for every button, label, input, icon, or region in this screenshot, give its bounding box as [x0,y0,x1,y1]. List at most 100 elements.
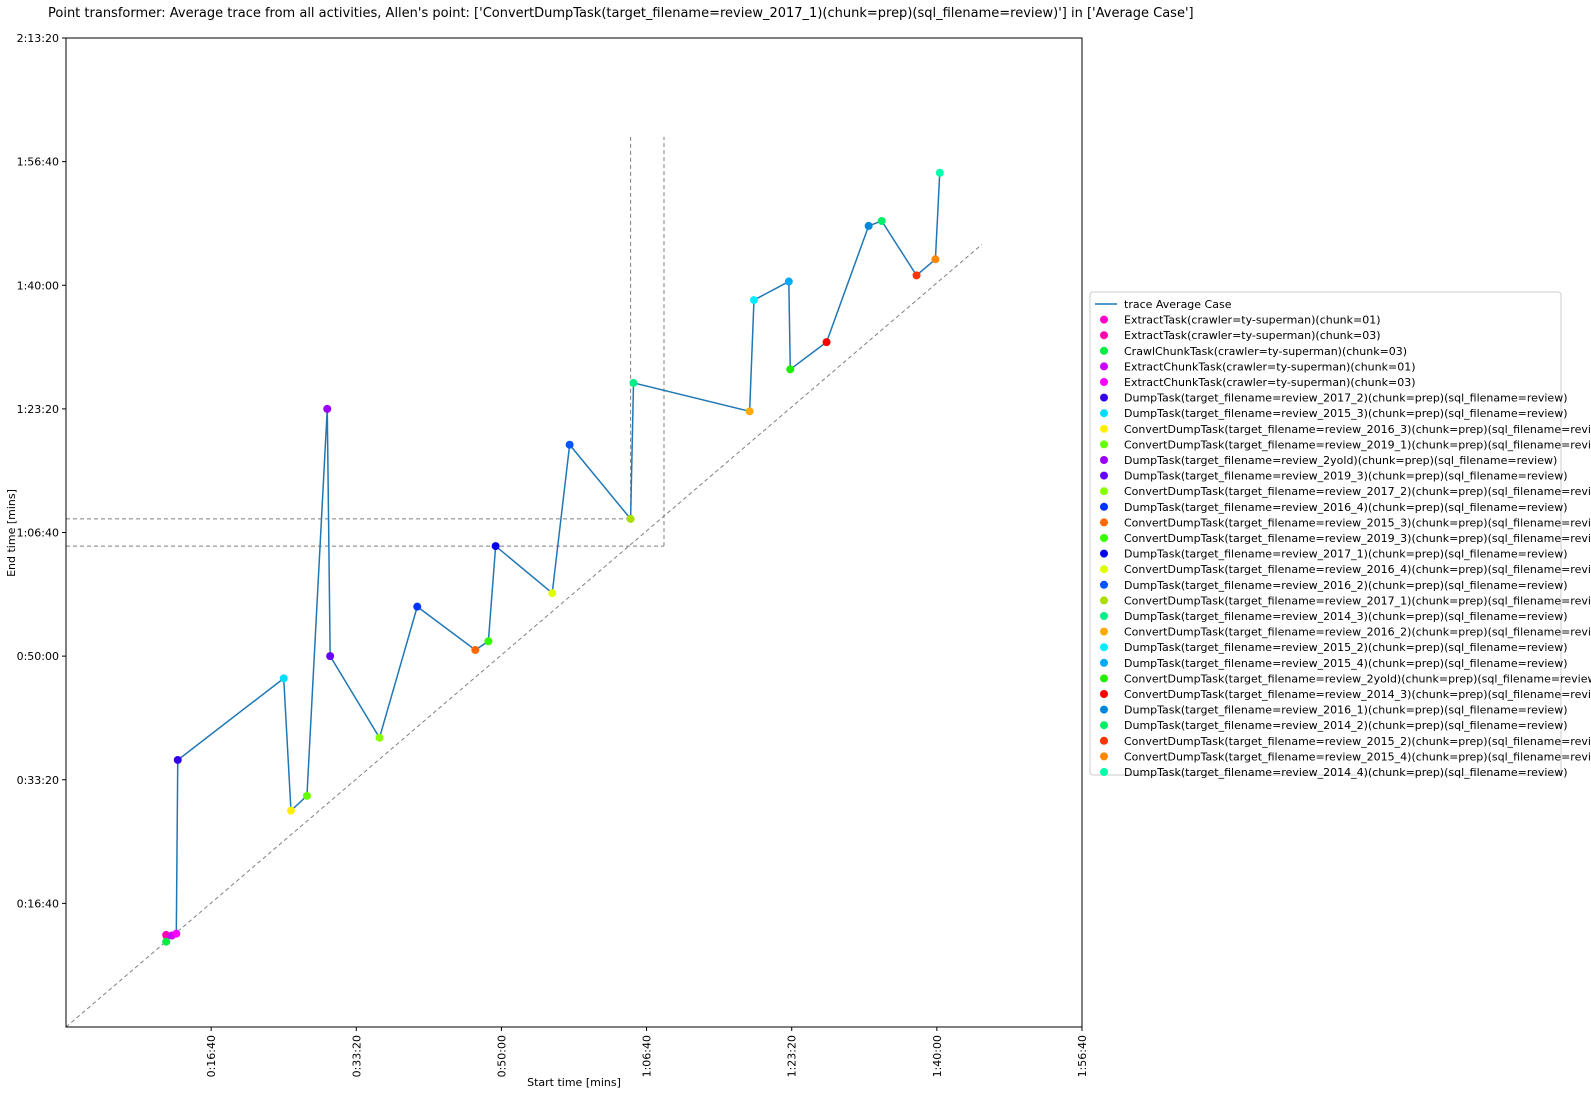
y-tick-label: 1:40:00 [17,279,59,292]
legend-label: ConvertDumpTask(target_filename=review_2… [1124,750,1591,763]
legend-label: CrawlChunkTask(crawler=ty-superman)(chun… [1124,345,1407,358]
y-tick-label: 2:13:20 [17,32,59,45]
data-point [471,645,480,654]
legend-swatch [1100,518,1108,527]
legend-label: DumpTask(target_filename=review_2017_2)(… [1124,392,1568,405]
legend-swatch [1100,502,1108,511]
legend-label: ConvertDumpTask(target_filename=review_2… [1124,672,1591,685]
data-point [784,277,793,286]
legend-swatch [1100,627,1108,636]
diagonal-line [65,244,983,1028]
legend-label: DumpTask(target_filename=review_2014_2)(… [1124,719,1568,732]
legend-label: DumpTask(target_filename=review_2014_4)(… [1124,766,1568,779]
legend-label: ExtractChunkTask(crawler=ty-superman)(ch… [1124,376,1416,389]
data-point [565,440,574,449]
legend-label: DumpTask(target_filename=review_2017_1)(… [1124,548,1568,561]
legend-swatch [1100,565,1108,574]
y-axis-ticks: 0:16:40 0:33:20 0:50:00 1:06:40 1:23:20 1:40:… [17,32,66,910]
legend-label: DumpTask(target_filename=review_2014_3)(… [1124,610,1568,623]
legend-label: ConvertDumpTask(target_filename=review_2… [1124,438,1591,451]
legend-swatch [1100,471,1108,480]
legend-swatch [1100,346,1108,355]
legend-swatch [1100,596,1108,605]
legend-label: ConvertDumpTask(target_filename=review_2… [1124,688,1591,701]
x-tick-label: 0:50:00 [495,1035,508,1077]
data-point [491,542,500,551]
legend-swatch [1100,752,1108,761]
data-point [173,755,182,764]
legend-label: DumpTask(target_filename=review_2015_4)(… [1124,657,1568,670]
x-tick-label: 0:16:40 [205,1035,218,1077]
x-tick-label: 1:06:40 [641,1035,654,1077]
legend-swatch [1100,674,1108,683]
legend-label: ConvertDumpTask(target_filename=review_2… [1124,516,1591,529]
data-point [749,296,758,305]
legend-swatch [1100,487,1108,496]
legend-label: ConvertDumpTask(target_filename=review_2… [1124,485,1591,498]
data-point [864,221,873,230]
guide-lines [65,136,983,1028]
plot-background [66,38,1082,1027]
legend-label: DumpTask(target_filename=review_2015_2)(… [1124,641,1568,654]
legend-swatch [1100,768,1108,776]
legend-label: ConvertDumpTask(target_filename=review_2… [1124,563,1591,576]
legend-label: ExtractTask(crawler=ty-superman)(chunk=0… [1124,329,1381,342]
y-tick-label: 0:50:00 [17,650,59,663]
data-point [286,806,295,815]
points-group [162,168,944,946]
legend-label: DumpTask(target_filename=review_2016_1)(… [1124,704,1568,717]
data-point [484,637,493,646]
legend-swatch [1100,690,1108,698]
legend-label: ConvertDumpTask(target_filename=review_2… [1124,626,1591,639]
y-axis-label: End time [mins] [5,489,18,577]
trace-line [165,172,941,944]
x-tick-label: 1:23:20 [786,1035,799,1077]
legend-label-trace: trace Average Case [1124,298,1232,311]
legend-swatch [1100,580,1108,589]
legend-swatch [1100,534,1108,542]
y-tick-label: 0:16:40 [17,897,59,910]
legend-label: DumpTask(target_filename=review_2yold)(c… [1124,454,1557,467]
legend-swatch [1100,440,1108,449]
data-point [548,589,557,598]
legend-label: ExtractChunkTask(crawler=ty-superman)(ch… [1124,360,1416,373]
legend-label: ConvertDumpTask(target_filename=review_2… [1124,532,1591,545]
y-tick-label: 1:56:40 [17,156,59,169]
data-point [629,378,638,387]
legend-swatch [1100,424,1108,433]
legend-label: DumpTask(target_filename=review_2019_3)(… [1124,470,1568,483]
legend-label: DumpTask(target_filename=review_2016_4)(… [1124,501,1568,514]
x-tick-label: 1:40:00 [931,1035,944,1077]
data-point [912,271,921,280]
legend-swatch [1100,331,1108,340]
y-tick-label: 0:33:20 [17,774,59,787]
data-point [745,407,754,416]
data-point [326,652,335,661]
legend-label: ExtractTask(crawler=ty-superman)(chunk=0… [1124,314,1381,327]
data-point [626,514,635,523]
legend-label: DumpTask(target_filename=review_2015_3)(… [1124,407,1568,420]
legend-label: DumpTask(target_filename=review_2016_2)(… [1124,579,1568,592]
legend-swatch [1100,362,1108,371]
legend-swatch [1100,705,1108,714]
data-point [162,937,171,946]
legend-swatch [1100,736,1108,745]
data-point [279,674,288,683]
x-tick-label: 1:56:40 [1076,1035,1089,1077]
data-point [931,255,940,264]
legend-swatch [1100,409,1108,418]
legend-swatch [1100,612,1108,620]
data-point [375,733,384,742]
data-point [786,365,795,374]
legend-swatch [1100,549,1108,558]
y-tick-label: 1:06:40 [17,527,59,540]
legend-swatch [1100,393,1108,402]
data-point [822,338,831,347]
data-point [877,216,886,225]
chart-title: Point transformer: Average trace from al… [48,6,1194,21]
legend-swatch [1100,658,1108,667]
data-point [302,791,311,800]
legend-swatch [1100,315,1108,324]
legend: trace Average Case ExtractTask(crawler=ty… [1089,291,1591,779]
